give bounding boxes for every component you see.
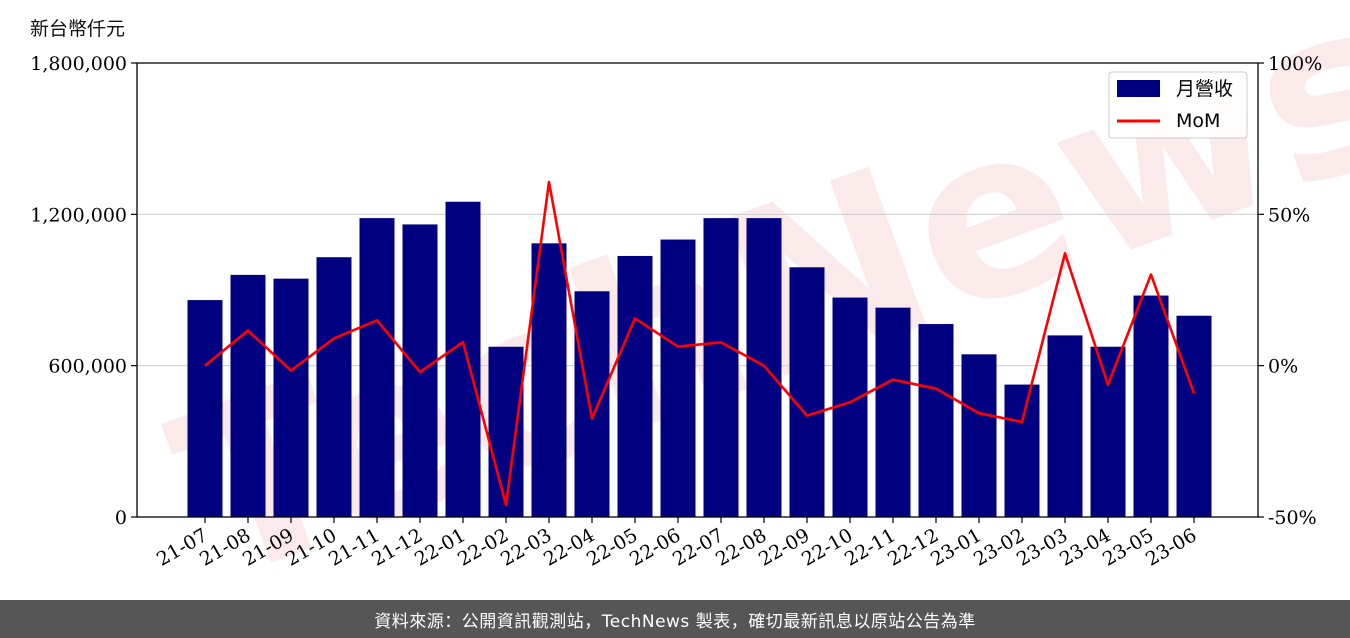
bar-22-12 — [918, 324, 954, 517]
legend: 月營收 MoM — [1108, 71, 1248, 139]
bar-22-07 — [703, 218, 739, 517]
bar-21-08 — [230, 274, 266, 517]
bar-21-10 — [316, 257, 352, 517]
bar-22-04 — [574, 291, 610, 517]
revenue-chart: TechNews 0600,0001,200,0001,800,000-50%0… — [30, 0, 1350, 600]
bar-21-11 — [359, 218, 395, 517]
bar-22-09 — [789, 267, 825, 517]
x-tick-label-23-06: 23-06 — [1142, 524, 1200, 570]
source-footer: 資料來源：公開資訊觀測站，TechNews 製表，確切最新訊息以原站公告為準 — [0, 600, 1350, 638]
bar-23-02 — [1004, 384, 1040, 517]
right-tick-label: 50% — [1268, 204, 1310, 226]
bar-21-09 — [273, 278, 309, 517]
bar-22-05 — [617, 255, 653, 517]
legend-line-label: MoM — [1176, 110, 1220, 132]
bar-22-03 — [531, 243, 567, 518]
bar-23-04 — [1090, 346, 1126, 517]
y-axis-unit-label: 新台幣仟元 — [30, 18, 126, 40]
legend-bar-swatch — [1117, 80, 1160, 97]
bar-22-02 — [488, 346, 524, 517]
left-tick-label: 600,000 — [48, 356, 127, 378]
left-tick-label: 1,800,000 — [30, 53, 127, 75]
bar-22-06 — [660, 239, 696, 518]
bar-21-07 — [187, 300, 223, 517]
bar-23-06 — [1176, 315, 1212, 517]
bar-22-10 — [832, 297, 868, 517]
footer-text: 資料來源：公開資訊觀測站，TechNews 製表，確切最新訊息以原站公告為準 — [374, 611, 976, 632]
legend-bar-label: 月營收 — [1176, 78, 1233, 100]
bar-22-11 — [875, 307, 911, 517]
right-tick-label: 100% — [1268, 53, 1322, 75]
right-tick-label: 0% — [1268, 356, 1298, 378]
bar-23-03 — [1047, 335, 1083, 517]
left-tick-label: 0 — [115, 507, 127, 529]
right-tick-label: -50% — [1268, 507, 1317, 529]
bar-23-01 — [961, 354, 997, 517]
bar-23-05 — [1133, 295, 1169, 517]
left-tick-label: 1,200,000 — [30, 204, 127, 226]
bar-22-01 — [445, 201, 481, 517]
mom-line — [204, 180, 1196, 507]
plot-frame — [136, 62, 1259, 518]
